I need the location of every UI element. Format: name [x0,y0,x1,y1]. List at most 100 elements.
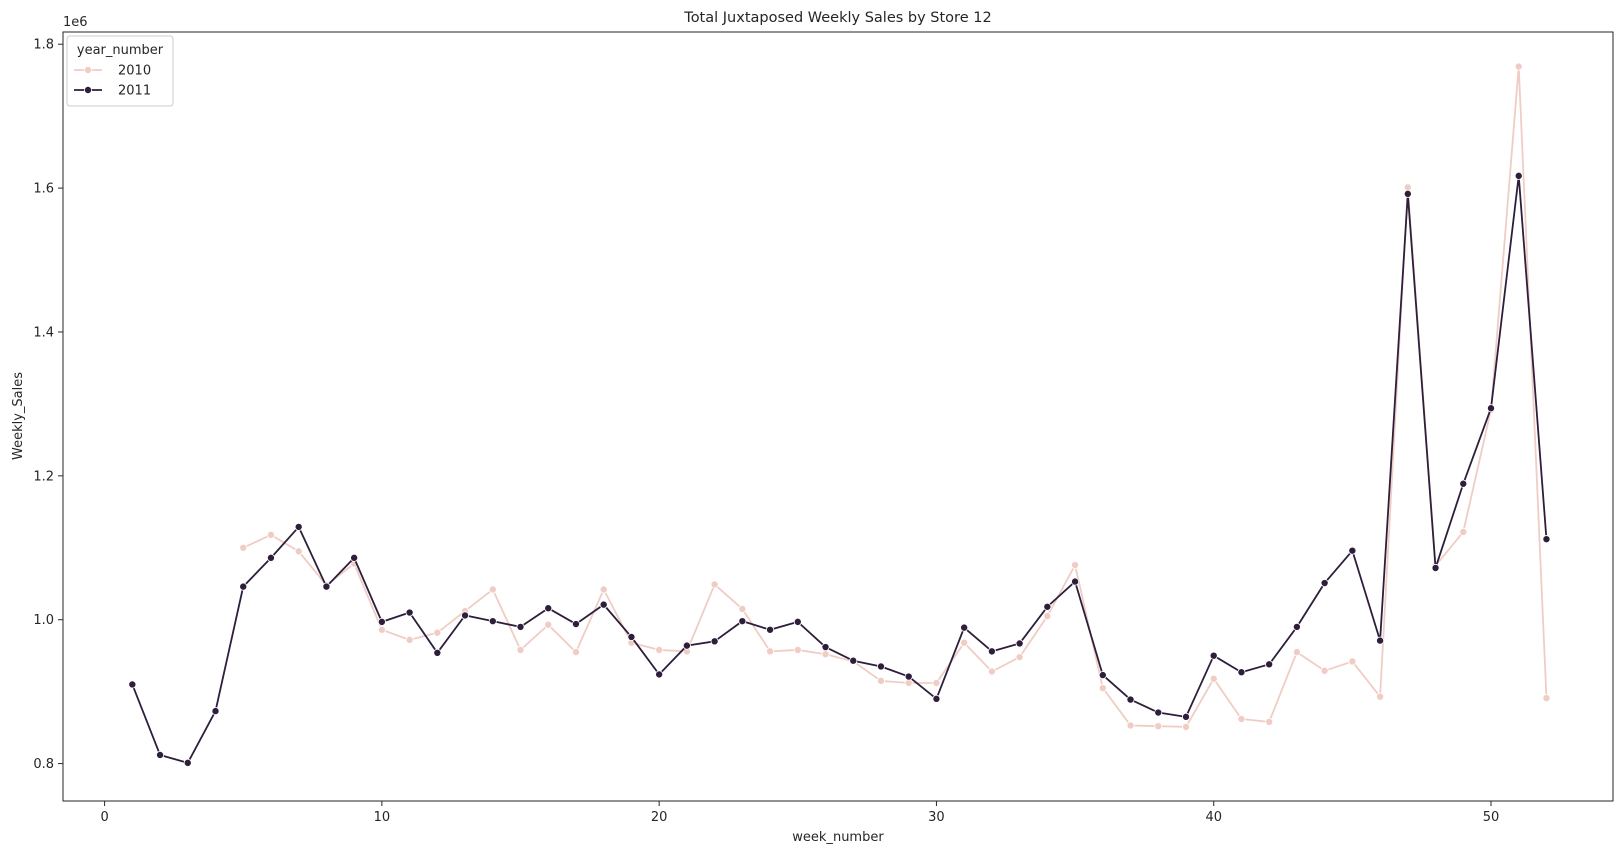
data-point [1265,717,1274,726]
data-point [599,600,608,609]
data-point [599,585,608,594]
data-point [710,580,719,589]
data-point [1154,722,1163,731]
x-tick-label: 10 [374,810,391,825]
data-point [239,582,248,591]
legend-label-2011: 2011 [118,84,151,99]
data-point [516,622,525,631]
data-point [571,620,580,629]
data-point [1265,660,1274,669]
x-tick-label: 20 [651,810,668,825]
data-point [488,617,497,626]
data-point [1209,651,1218,660]
data-point [183,758,192,767]
x-axis: 0 10 20 30 40 50 [100,801,1499,825]
data-point [1542,535,1551,544]
data-point [156,750,165,759]
data-point [1376,636,1385,645]
data-point [1292,648,1301,657]
data-point [405,608,414,617]
y-axis: 0.8 1.0 1.2 1.4 1.6 1.8 [33,38,63,772]
data-point [821,650,830,659]
data-point [1043,602,1052,611]
y-offset-label: 1e6 [63,15,88,30]
legend-title: year_number [77,43,164,58]
data-point [1514,171,1523,180]
data-point [128,680,137,689]
data-point [932,694,941,703]
data-point [627,632,636,641]
data-point [1348,657,1357,666]
chart-title: Total Juxtaposed Weekly Sales by Store 1… [683,10,991,26]
data-point [1126,721,1135,730]
data-point [294,522,303,531]
data-point [849,656,858,665]
data-point [544,604,553,613]
data-point [1154,708,1163,717]
x-tick-label: 0 [100,810,108,825]
y-tick-label: 1.0 [33,613,54,628]
data-point [1237,668,1246,677]
legend: year_number 2010 2011 [66,35,174,107]
data-point [1431,563,1440,572]
legend-label-2010: 2010 [118,64,151,79]
data-point [1071,561,1080,570]
data-point [960,638,969,647]
data-point [766,647,775,656]
series-2011 [128,171,1551,767]
data-point [1015,653,1024,662]
series-2010 [239,62,1551,731]
data-point [1376,692,1385,701]
data-point [433,628,442,637]
data-point [1320,666,1329,675]
data-point [821,643,830,652]
data-point [987,647,996,656]
data-point [488,585,497,594]
data-point [904,672,913,681]
data-point [1320,579,1329,588]
y-tick-label: 0.8 [33,757,54,772]
data-point [239,543,248,552]
data-point [1071,577,1080,586]
legend-box [66,35,174,107]
data-point [266,553,275,562]
data-point [655,670,664,679]
data-point [793,645,802,654]
data-point [571,648,580,657]
y-tick-label: 1.4 [33,325,54,340]
data-point [655,645,664,654]
data-point [211,707,220,716]
data-point [1209,674,1218,683]
data-point [377,625,386,634]
data-point [682,641,691,650]
data-point [266,530,275,539]
data-point [987,667,996,676]
plot-area [62,31,1614,802]
data-point [793,617,802,626]
x-tick-label: 30 [928,810,945,825]
data-point [1542,694,1551,703]
data-point [1459,527,1468,536]
data-point [960,623,969,632]
data-point [1181,722,1190,731]
data-point [1098,684,1107,693]
data-point [433,648,442,657]
data-point [1292,622,1301,631]
data-point [1237,714,1246,723]
data-point [1486,404,1495,413]
legend-marker-2011 [84,86,93,95]
data-point [1015,639,1024,648]
data-point [516,645,525,654]
x-tick-label: 40 [1205,810,1222,825]
data-point [1459,479,1468,488]
y-tick-label: 1.6 [33,182,54,197]
data-point [1043,612,1052,621]
data-point [405,635,414,644]
y-tick-label: 1.2 [33,469,54,484]
data-point [932,679,941,688]
series-layer [128,62,1551,767]
data-point [710,637,719,646]
data-point [350,553,359,562]
data-point [294,547,303,556]
